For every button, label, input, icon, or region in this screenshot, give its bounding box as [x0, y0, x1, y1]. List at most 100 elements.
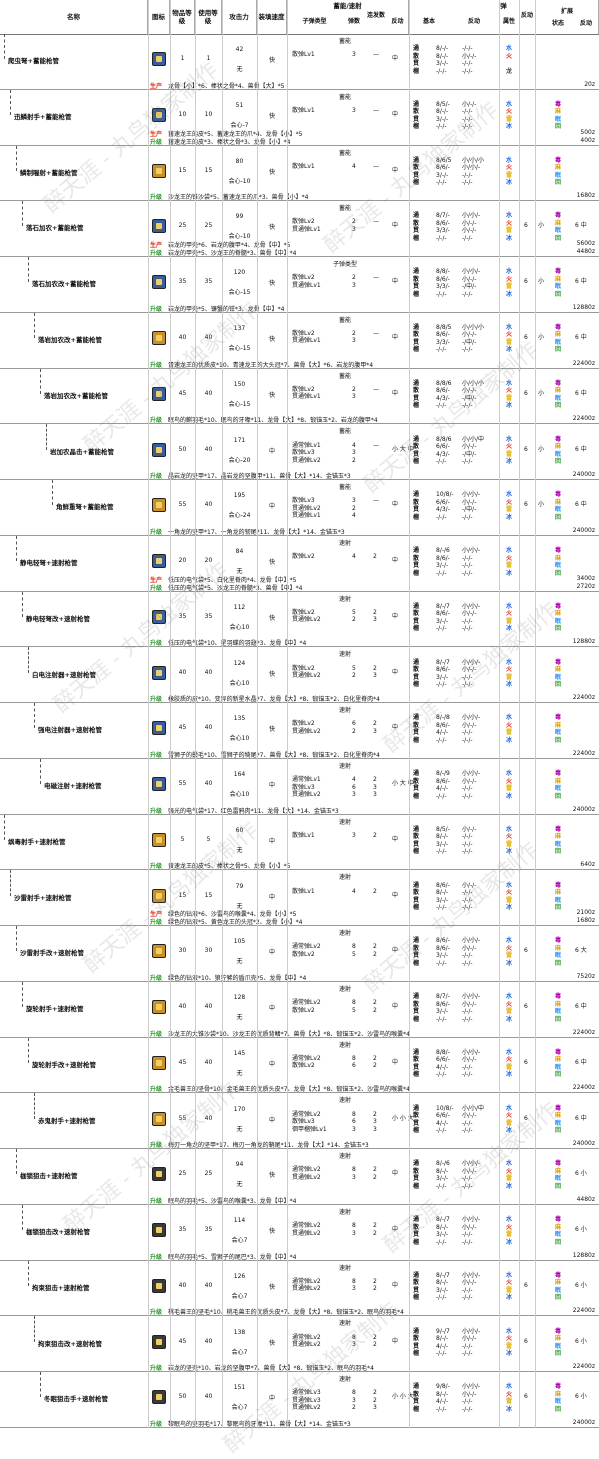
weapon-row[interactable]: 冬眠狙击手+速射枪管 50 40 151 会心7 中 速射 通常弹Lv3 贯通弹Lv3 贯通弹Lv… — [0, 1372, 599, 1428]
weapon-row[interactable]: 落石加农改+蓄能枪管 35 35 120 会心-15 快子弹类型 散弹Lv2 贯通弹Lv1 2 3… — [0, 257, 599, 313]
weapon-row[interactable]: 旋轮射手改+速射枪管 45 40 145 无中速射 通常弹Lv2 散弹Lv2 8 6 2 2 中通 8/… — [0, 1037, 599, 1094]
status-label: 回 — [555, 1405, 562, 1413]
material-text: 低压的电气袋*10、星羽蝶的羽翅*3、龙骨【中】*4 — [168, 640, 307, 648]
status-label: 麻 — [555, 666, 562, 674]
price: 22400z — [572, 1363, 595, 1371]
price: 24000z — [572, 471, 595, 479]
header-charge-rapid: 蓄能/速射 — [287, 0, 409, 34]
use-level: 40 — [204, 1114, 213, 1122]
weapon-row[interactable]: 枷锁狙击改+速射枪管 35 35 114 会心7 快 速射 通常弹Lv2 贯通弹Lv2 8 3 2 2 中… — [0, 1204, 599, 1261]
ammo-type-label: 贯 — [413, 952, 420, 960]
ammo-basic: 8/8/- — [436, 268, 450, 276]
tree-connector — [34, 1093, 35, 1119]
ammo-basic: 6/6/- — [436, 1056, 450, 1064]
ammo-recoil: -/-/- — [462, 785, 473, 793]
material-text: 岩龙的甲壳*5、沙龙王的脊髓*3、兽骨【中】*4 — [168, 250, 297, 258]
element-label: 火 — [506, 219, 513, 227]
weapon-row[interactable]: 迅鳞射手+蓄能枪管 10 10 51 会心-7 快 蓄能 散弹Lv1 3 — 中 通 8/5/- 小/-/… — [0, 89, 599, 146]
attack-value: 170 — [233, 1105, 246, 1113]
weapon-row[interactable]: 静电轻弩改+速射枪管 35 35 112 会心10 快速射 散弹Lv2 贯通弹Lv2 5 2 2 3 中… — [0, 591, 599, 648]
weapon-row[interactable]: 拘束狙击改+速射枪管 45 40 138 会心7 快 速射 通常弹Lv2 贯通弹Lv2 8 3 2 2 中… — [0, 1316, 599, 1373]
status-label: 麻 — [555, 387, 562, 395]
element-label: 雷 — [506, 506, 513, 514]
use-level: 40 — [204, 780, 213, 788]
ammo-recoil: -/-/- — [462, 108, 473, 116]
tree-connector — [28, 257, 29, 283]
ammo-basic: 8/5/- — [436, 100, 450, 108]
shot-type: 散弹Lv2 — [292, 385, 315, 393]
weapon-row[interactable]: 电磁注射+速射枪管 55 40 164 会心10 中 速射 通常弹Lv1 散弹Lv3 贯通弹Lv2… — [0, 758, 599, 815]
ammo-type-label: 贯 — [413, 729, 420, 737]
weapon-row[interactable]: 强电注射器+速射枪管 45 40 135 会心10 快速射 散弹Lv2 贯通弹Lv2 6 2 2 3 中… — [0, 703, 599, 759]
ammo-basic: 8/6/- — [436, 275, 450, 283]
weapon-row[interactable]: 岩加农晶击+蓄能枪管 50 40 171 会心-20 中 蓄能 通常弹Lv1 散弹Lv3 贯通弹L… — [0, 424, 599, 481]
element-label: 火 — [506, 944, 513, 952]
weapon-row[interactable]: 飒毒射手+速射枪管 5 5 60 无 中 速射 散弹Lv1 3 2 中 通 8/5/- 小/-/- 散 8/-… — [0, 814, 599, 871]
weapon-row[interactable]: 旋轮射手+速射枪管 40 40 128 无 中 速射 通常弹Lv2 散弹Lv2 8 5 2 2 中 通 8/7… — [0, 981, 599, 1038]
ammo-basic: 8/5/- — [436, 825, 450, 833]
attack-value: 105 — [233, 938, 246, 946]
column-divider — [499, 0, 500, 1428]
burst-count: 2 — [373, 1222, 377, 1230]
item-level: 55 — [178, 1114, 187, 1122]
affinity: 会心10 — [229, 791, 250, 799]
element-label: 水 — [506, 1383, 513, 1391]
column-divider — [195, 0, 196, 1428]
weapon-icon-glyph — [156, 1282, 162, 1289]
weapon-row[interactable]: 拘束狙击+速射枪管 40 40 126 会心7 快 速射 通常弹Lv2 贯通弹Lv2 8 3 2 2 中 通… — [0, 1260, 599, 1317]
burst-count: 2 — [373, 1006, 377, 1014]
weapon-name: 静电轻弩+速射枪管 — [20, 559, 78, 568]
shot-count: 3 — [352, 1125, 356, 1133]
shot-count: 6 — [352, 720, 356, 728]
reload-speed: 中 — [268, 1060, 275, 1068]
weapon-name: 岩加农晶击+蓄能枪管 — [50, 447, 114, 456]
material-text: 橡胶质的皮*10、变异的新星水晶*7、龙骨【大】*8、锻锚玉*2、白化里脊肉*4 — [168, 696, 380, 704]
ammo-recoil: 小/-/- — [462, 881, 477, 889]
status-label: 回 — [555, 1071, 562, 1079]
weapon-icon — [152, 1223, 166, 1238]
ext-value: 6 中 — [575, 1003, 587, 1011]
weapon-row[interactable]: 鳞制喔射+蓄能枪管 15 15 80 会心-10 快 蓄能 散弹Lv1 4 — 中 通 8/6/5 小/小… — [0, 145, 599, 202]
use-level: 40 — [204, 445, 213, 453]
element-label: 火 — [506, 1167, 513, 1175]
ammo-recoil: 小/-/- — [462, 777, 477, 785]
ammo-recoil: -/-/- — [462, 1342, 473, 1350]
ammo-recoil: -/-/- — [462, 1398, 473, 1406]
ammo-recoil: 小/小/中 — [462, 1104, 485, 1112]
ammo-recoil: 小/-/- — [462, 1279, 477, 1287]
weapon-icon — [152, 330, 166, 345]
ammo-recoil: 小/小/- — [462, 1160, 481, 1168]
material-tag: 生产 — [150, 911, 163, 919]
weapon-row[interactable]: 静电轻弩+速射枪管 20 20 84 无 快 速射 散弹Lv2 4 2 中 通 8/-/6 小/小/- 散 8… — [0, 535, 599, 592]
price: 12880z — [572, 1251, 595, 1259]
weapon-row[interactable]: 枷锁狙击+速射枪管 25 25 94 无 快 速射 通常弹Lv2 贯通弹Lv2 8 3 2 2 中 通 8/-… — [0, 1149, 599, 1205]
element-label: 水 — [506, 491, 513, 499]
weapon-row[interactable]: 白电注射器+速射枪管 40 40 124 会心10 快速射 散弹Lv2 贯通弹Lv2 5 2 2 3 中… — [0, 647, 599, 704]
weapon-row[interactable]: 沙雷射手+速射枪管 15 15 79 无 中 速射 散弹Lv1 4 2 中 通 8/6/- 小/-/- 散 8… — [0, 870, 599, 927]
ammo-basic: 10/8/- — [436, 1104, 454, 1112]
item-level: 35 — [178, 1226, 187, 1234]
reload-speed: 快 — [268, 670, 275, 678]
ammo-type-label: 榴 — [413, 179, 420, 187]
weapon-row[interactable]: 落石加农+蓄能枪管 25 25 99 会心-10 快 蓄能 散弹Lv2 贯通弹Lv1 2 3 — 中 通 8… — [0, 201, 599, 258]
weapon-row[interactable]: 爬虫弩+蓄能枪管 1 1 42 无 快 蓄能 散弹Lv1 3 — 中 通 8/-/- -/-/- 散 8/-/… — [0, 34, 599, 90]
burst-count: 2 — [373, 1285, 377, 1293]
shot-count: 3 — [352, 1229, 356, 1237]
element-label: 雷 — [506, 1398, 513, 1406]
ammo-basic: 4/3/- — [436, 394, 450, 402]
element-label: 雷 — [506, 1342, 513, 1350]
ammo-recoil: -/-/- — [462, 290, 473, 298]
weapon-row[interactable]: 角鲜重弩+蓄能枪管 55 40 195 会心-24 中 蓄能 散弹Lv3 贯通弹Lv2 贯通弹Lv… — [0, 480, 599, 536]
weapon-row[interactable]: 落岩加农改+蓄能枪管 40 40 137 会心-15 快 蓄能 散弹Lv2 贯通弹Lv1 2 3 — 中… — [0, 312, 599, 369]
weapon-row[interactable]: 沙雷射手改+速射枪管 30 30 105 无 中 速射 通常弹Lv2 散弹Lv2 8 5 2 2 中 通 8/… — [0, 926, 599, 982]
status-label: 毒 — [555, 770, 562, 778]
material-text: 岩龙的甲壳*5、镰蟹的钳*3、龙骨【中】*4 — [168, 305, 285, 313]
weapon-row[interactable]: 落岩加农改+蓄能枪管 45 40 150 会心-15 快 蓄能 散弹Lv2 贯通弹Lv1 2 3 — 中… — [0, 368, 599, 425]
item-level: 35 — [178, 278, 187, 286]
weapon-row[interactable]: 赤鬼射手+速射枪管 55 40 170 无中速射 通常弹Lv2 散弹Lv3 徊甲榴弹Lv1 8 6… — [0, 1093, 599, 1150]
ammo-type-label: 贯 — [413, 840, 420, 848]
shot-type: 通常弹Lv2 — [292, 999, 321, 1007]
status-label: 回 — [555, 736, 562, 744]
element-label: 雷 — [506, 562, 513, 570]
status-label: 回 — [555, 681, 562, 689]
